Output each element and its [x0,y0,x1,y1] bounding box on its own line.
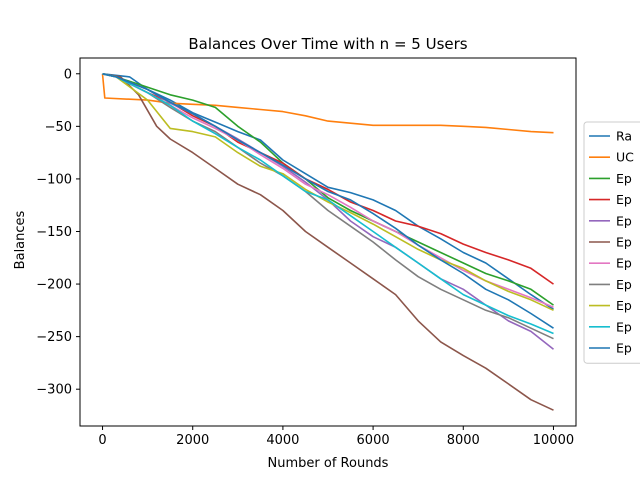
series-line-7 [102,73,554,308]
y-tick-label: −100 [36,172,72,187]
x-axis-label: Number of Rounds [268,456,389,471]
y-tick-label: 0 [64,67,72,82]
legend-entry-label: UC [616,150,634,165]
chart-title: Balances Over Time with n = 5 Users [188,35,467,53]
x-tick-label: 2000 [176,433,209,448]
series-line-8 [102,73,554,340]
x-tick-label: 4000 [266,433,299,448]
legend-entry-label: Ep [616,277,632,292]
x-tick-label: 0 [98,433,106,448]
legend-entry-label: Ep [616,341,632,356]
plot-area [79,57,577,427]
y-tick-label: −300 [36,383,72,398]
x-tick-label: 6000 [357,433,390,448]
y-axis-label: Balances [13,210,28,269]
series-line-9 [102,73,554,312]
legend-entry-label: Ep [616,192,632,207]
series-line-10 [102,73,554,335]
y-tick-label: −150 [36,225,72,240]
y-tick-label: −250 [36,330,72,345]
plot-frame [79,57,577,427]
y-axis: 0 −50 −100 −150 −200 −250 −300 [36,67,80,398]
series-line-2 [101,73,554,134]
series-lines [101,73,554,411]
legend-entry-label: Ep [616,256,632,271]
legend-entry-label: Ra [616,129,632,144]
legend-entry-label: Ep [616,213,632,228]
y-tick-label: −200 [36,278,72,293]
x-tick-label: 10000 [533,433,574,448]
legend: Ra UC Ep Ep Ep Ep Ep Ep Ep Ep Ep [583,121,640,364]
series-line-11 [102,73,554,329]
legend-entry-label: Ep [616,171,632,186]
y-tick-label: −50 [45,120,72,135]
legend-box [583,121,640,364]
legend-entry-label: Ep [616,235,632,250]
x-axis: 0 2000 4000 6000 8000 10000 [98,426,574,448]
series-line-3 [102,73,554,306]
x-tick-label: 8000 [447,433,480,448]
series-line-5 [102,73,554,350]
series-line-6 [102,73,554,411]
legend-entry-label: Ep [616,298,632,313]
legend-entry-label: Ep [616,319,632,334]
